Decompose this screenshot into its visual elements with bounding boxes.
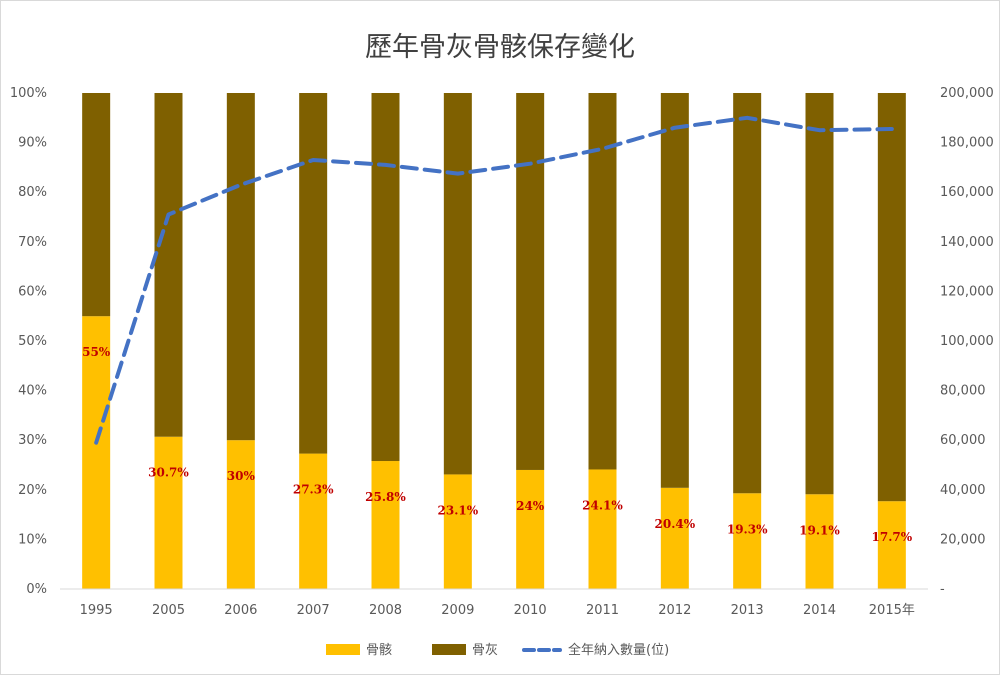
- bar-骨灰-2015年: [877, 93, 906, 502]
- bar-骨骸-2009: [443, 474, 472, 589]
- left-tick-label-70: 70%: [18, 235, 47, 250]
- bars-group: [82, 93, 906, 589]
- bar-骨灰-2010: [516, 93, 545, 470]
- x-tick-label-1995: 1995: [80, 603, 113, 618]
- chart-title: 歷年骨灰骨骸保存變化: [365, 32, 635, 63]
- line-group: [94, 115, 894, 445]
- right-tick-label-20000: 20,000: [940, 532, 986, 547]
- line-series-全年納入數量: [94, 115, 894, 445]
- legend-swatch-0: [326, 644, 360, 655]
- right-tick-label-0: -: [940, 582, 945, 597]
- data-label-2006: 30%: [227, 469, 256, 483]
- bar-骨骸-2012: [660, 487, 689, 589]
- left-tick-label-100: 100%: [10, 86, 47, 101]
- x-tick-label-2015年: 2015年: [869, 603, 915, 618]
- bar-骨灰-1995: [82, 93, 111, 317]
- x-tick-label-2005: 2005: [152, 603, 185, 618]
- right-tick-label-200000: 200,000: [940, 86, 994, 101]
- data-label-2009: 23.1%: [438, 503, 479, 517]
- data-label-2011: 24.1%: [582, 498, 623, 512]
- bar-骨灰-2006: [226, 93, 255, 441]
- right-tick-label-160000: 160,000: [940, 185, 994, 200]
- data-label-2008: 25.8%: [365, 490, 406, 504]
- x-tick-label-2007: 2007: [297, 603, 330, 618]
- x-tick-label-2012: 2012: [658, 603, 691, 618]
- left-tick-label-0: 0%: [26, 582, 47, 597]
- bar-骨灰-2007: [299, 93, 328, 454]
- bar-骨骸-2014: [805, 494, 834, 589]
- axes-group: 0% 10% 20% 30% 40% 50% 60% 70% 80% 90% 100% - 20,000…: [10, 86, 994, 618]
- right-tick-label-100000: 100,000: [940, 334, 994, 349]
- bar-骨灰-2013: [733, 93, 762, 494]
- x-tick-label-2008: 2008: [369, 603, 402, 618]
- x-tick-label-2013: 2013: [731, 603, 764, 618]
- bar-骨骸-2011: [588, 469, 617, 589]
- right-tick-label-180000: 180,000: [940, 136, 994, 151]
- x-tick-label-2009: 2009: [441, 603, 474, 618]
- x-tick-label-2014: 2014: [803, 603, 836, 618]
- bar-骨骸-2006: [226, 440, 255, 589]
- data-label-2007: 27.3%: [293, 483, 334, 497]
- left-tick-label-40: 40%: [18, 384, 47, 399]
- data-labels-group: 55% 30.7% 30% 27.3% 25.8% 23.1% 24% 24.1% 20.4% 1…: [82, 345, 913, 544]
- bar-骨灰-2005: [154, 93, 183, 437]
- right-tick-label-140000: 140,000: [940, 235, 994, 250]
- bar-骨骸-1995: [82, 316, 111, 589]
- legend-swatch-1: [432, 644, 466, 655]
- right-tick-label-60000: 60,000: [940, 433, 986, 448]
- bar-骨骸-2010: [516, 469, 545, 589]
- left-tick-label-50: 50%: [18, 334, 47, 349]
- bar-骨骸-2005: [154, 436, 183, 589]
- bar-骨灰-2012: [660, 93, 689, 488]
- bar-骨骸-2015年: [877, 501, 906, 589]
- legend-label-2: 全年納入數量(位): [568, 642, 669, 658]
- legend-label-0: 骨骸: [366, 643, 392, 658]
- left-tick-label-60: 60%: [18, 284, 47, 299]
- left-tick-label-20: 20%: [18, 483, 47, 498]
- data-label-2015年: 17.7%: [872, 530, 913, 544]
- right-tick-label-80000: 80,000: [940, 384, 986, 399]
- data-label-2014: 19.1%: [799, 523, 840, 537]
- bar-骨骸-2013: [733, 493, 762, 589]
- bar-骨灰-2009: [443, 93, 472, 475]
- data-label-2005: 30.7%: [148, 466, 189, 480]
- left-tick-label-30: 30%: [18, 433, 47, 448]
- data-label-2010: 24%: [516, 499, 545, 513]
- left-tick-label-10: 10%: [18, 532, 47, 547]
- left-tick-label-80: 80%: [18, 185, 47, 200]
- bar-骨灰-2011: [588, 93, 617, 470]
- legend: 骨骸 骨灰 全年納入數量(位): [326, 642, 669, 658]
- right-tick-label-40000: 40,000: [940, 483, 986, 498]
- bar-骨骸-2008: [371, 461, 400, 589]
- x-tick-label-2006: 2006: [224, 603, 257, 618]
- x-tick-label-2010: 2010: [514, 603, 547, 618]
- bar-骨骸-2007: [299, 453, 328, 589]
- right-tick-label-120000: 120,000: [940, 284, 994, 299]
- bar-骨灰-2014: [805, 93, 834, 495]
- bar-骨灰-2008: [371, 93, 400, 462]
- legend-label-1: 骨灰: [472, 643, 498, 658]
- left-tick-label-90: 90%: [18, 136, 47, 151]
- x-tick-label-2011: 2011: [586, 603, 619, 618]
- data-label-2012: 20.4%: [655, 517, 696, 531]
- data-label-2013: 19.3%: [727, 522, 768, 536]
- data-label-1995: 55%: [82, 345, 111, 359]
